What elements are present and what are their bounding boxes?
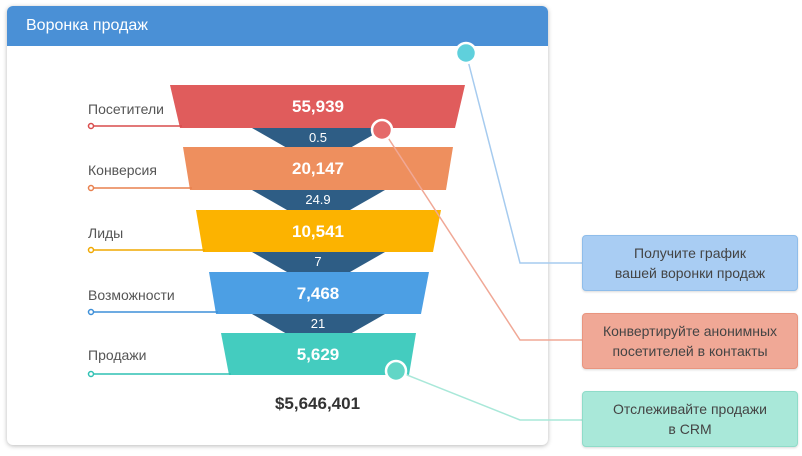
callout-funnel-chart-line-2: вашей воронки продаж bbox=[614, 265, 766, 281]
funnel-total: $5,646,401 bbox=[274, 394, 361, 413]
stage-label-conversion: Конверсия bbox=[88, 162, 157, 178]
leader-dot-sales bbox=[87, 370, 95, 378]
stage-label-sales: Продажи bbox=[88, 347, 147, 363]
marker-dot-convert-visitors bbox=[370, 118, 394, 142]
funnel-band-leads bbox=[196, 210, 441, 252]
conversion-connector-2 bbox=[252, 190, 385, 228]
conversion-rate-4: 21 bbox=[310, 316, 326, 331]
pointer-line-funnel-chart bbox=[465, 52, 582, 264]
conversion-rate-1: 0.5 bbox=[308, 130, 328, 145]
conversion-connector-3 bbox=[252, 252, 385, 290]
pointer-line-convert-visitors bbox=[382, 129, 582, 341]
stage-value-sales: 5,629 bbox=[296, 345, 340, 364]
stage-value-leads: 10,541 bbox=[292, 222, 344, 241]
callout-convert-visitors-line-2: посетителей в контакты bbox=[612, 343, 768, 359]
stage-value-opportunities: 7,468 bbox=[296, 284, 340, 303]
leader-dot-conversion bbox=[87, 184, 95, 192]
pointer-line-track-sales bbox=[396, 370, 582, 421]
callout-track-sales-line-2: в CRM bbox=[668, 421, 712, 437]
conversion-rate-2: 24.9 bbox=[305, 192, 331, 207]
marker-dot-funnel-chart bbox=[454, 41, 478, 65]
callout-convert-visitors-line-1: Конвертируйте анонимных bbox=[602, 323, 778, 339]
card-title: Воронка продаж bbox=[26, 17, 148, 34]
funnel-band-conversion bbox=[183, 147, 453, 190]
callout-convert-visitors: Конвертируйте анонимных посетителей в ко… bbox=[582, 313, 798, 369]
leader-dot-leads bbox=[87, 246, 95, 254]
funnel-band-opportunities bbox=[209, 272, 429, 314]
callout-funnel-chart: Получите график вашей воронки продаж bbox=[582, 235, 798, 291]
callout-funnel-chart-line-1: Получите график bbox=[634, 245, 746, 261]
leader-dot-opportunities bbox=[87, 308, 95, 316]
marker-dot-track-sales bbox=[384, 359, 408, 383]
callout-track-sales: Отслеживайте продажи в CRM bbox=[582, 391, 798, 447]
stage-value-conversion: 20,147 bbox=[292, 159, 344, 178]
stage-label-opportunities: Возможности bbox=[88, 287, 175, 303]
conversion-rate-3: 7 bbox=[314, 254, 322, 269]
stage-label-leads: Лиды bbox=[88, 225, 124, 241]
stage-value-visitors: 55,939 bbox=[292, 97, 344, 116]
leader-dot-visitors bbox=[87, 122, 95, 130]
funnel-band-sales bbox=[221, 333, 416, 375]
funnel-band-visitors bbox=[170, 85, 465, 128]
card-header: Воронка продаж bbox=[7, 6, 548, 46]
stage-label-visitors: Посетители bbox=[88, 101, 164, 117]
callout-track-sales-line-1: Отслеживайте продажи bbox=[613, 401, 767, 417]
